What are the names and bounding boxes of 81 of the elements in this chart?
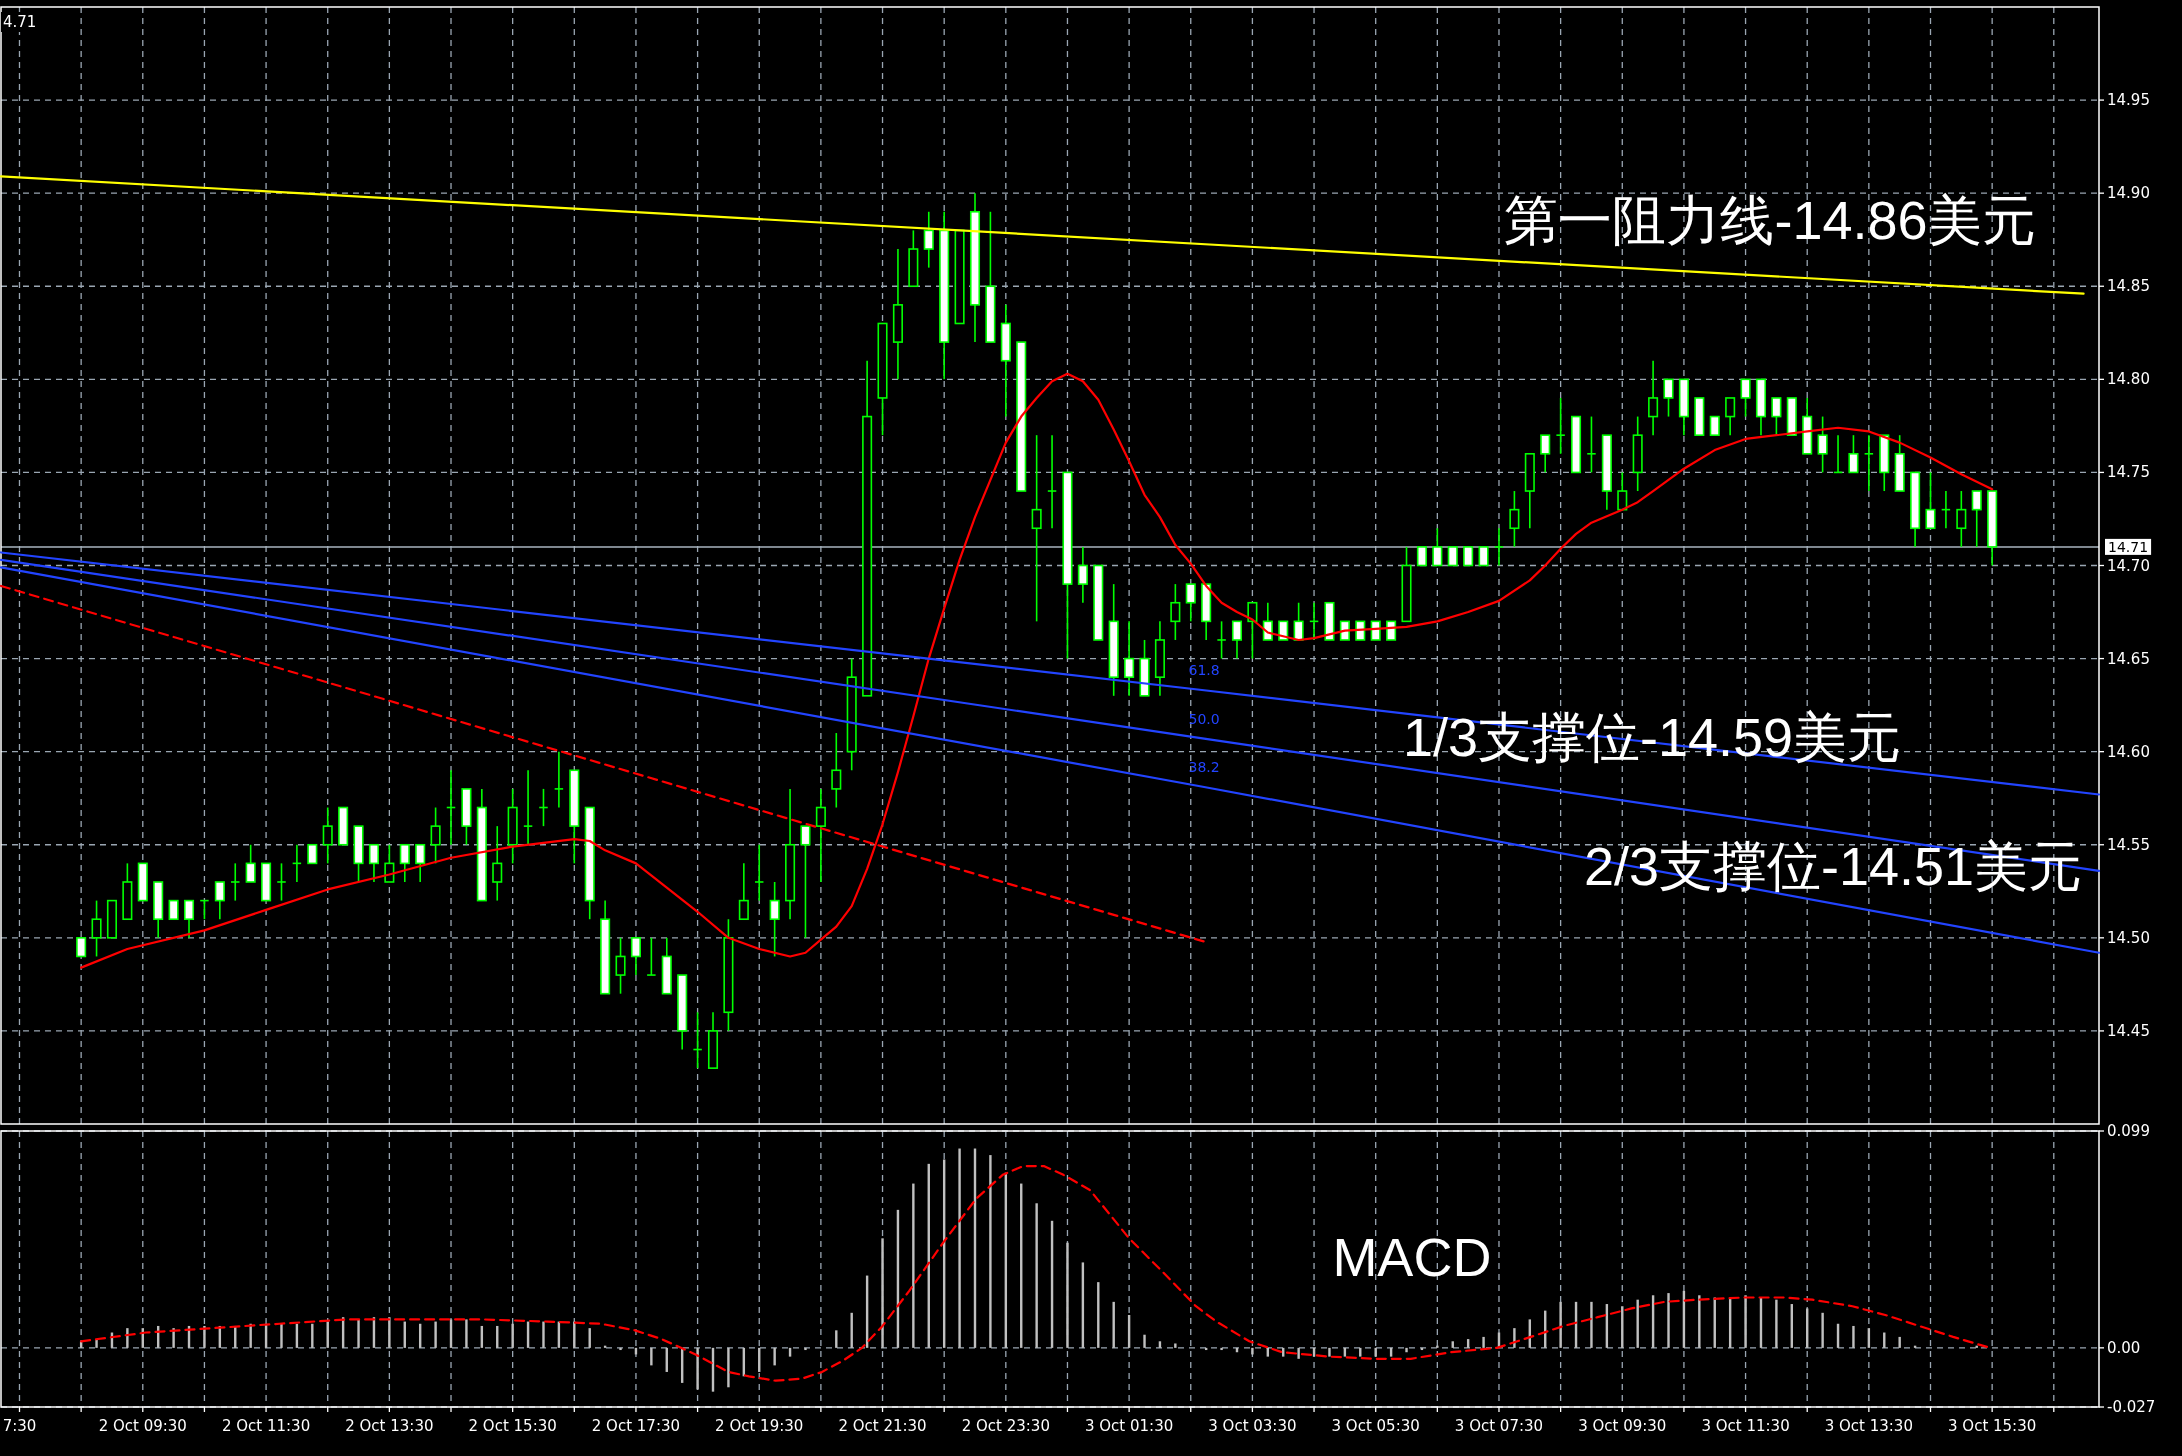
bar [1482,1336,1485,1348]
bar [465,1319,468,1348]
bar [1066,1242,1069,1348]
series-label: 61.8 [1188,662,1220,679]
bar [989,1155,992,1348]
x-tick-label: 3 Oct 01:30 [1084,1417,1174,1435]
x-tick-label: 3 Oct 07:30 [1454,1417,1544,1435]
bar [311,1323,314,1348]
bar [1698,1295,1701,1348]
bar [511,1323,514,1348]
series-label: 50.0 [1188,710,1220,727]
bar [1328,1347,1331,1357]
x-tick-label: 2 Oct 21:30 [838,1417,927,1435]
x-tick-label: 2 Oct 11:30 [221,1417,311,1435]
bar [1143,1334,1146,1348]
bar [1636,1299,1639,1348]
bar [650,1347,653,1366]
bar [249,1323,252,1348]
y-tick-label: 14.65 [2107,649,2150,668]
bar [619,1347,622,1351]
bar [727,1347,730,1388]
bar [1852,1325,1855,1348]
series-label: 38.2 [1188,759,1220,776]
y-tick-label: -0.027 [2107,1398,2156,1416]
y-tick-label: 14.70 [2107,556,2150,575]
y-tick-label: 14.50 [2107,928,2150,947]
y-tick-label: 0.099 [2107,1122,2150,1140]
x-tick-label: 3 Oct 11:30 [1701,1417,1790,1435]
text: MACD [1332,1227,1492,1288]
x-tick-label: 7:30 [2,1417,37,1435]
ref-line-label: 14.71 [2108,538,2149,555]
x-tick-label: 3 Oct 09:30 [1578,1417,1667,1435]
y-tick-label: 14.90 [2107,184,2150,203]
x-tick-label: 2 Oct 17:30 [591,1417,681,1435]
x-tick-label: 3 Oct 13:30 [1824,1417,1913,1435]
bar [1590,1301,1593,1348]
bar [1374,1347,1377,1357]
bar [1775,1299,1778,1348]
bar [1667,1293,1670,1348]
bar [1821,1312,1824,1348]
bar [126,1328,129,1348]
y-tick-label: 14.55 [2107,835,2150,854]
bar [958,1148,961,1348]
bar [881,1238,884,1348]
y-tick-label: 14.75 [2107,463,2150,482]
x-tick-label: 2 Oct 13:30 [345,1417,434,1435]
x-tick-label: 2 Oct 15:30 [468,1417,557,1435]
y-tick-label: 14.85 [2107,277,2150,296]
bar [388,1317,391,1348]
bar [542,1321,545,1348]
bar [1174,1343,1177,1348]
bar [203,1325,206,1348]
bar [1297,1347,1300,1359]
y-tick-label: 14.80 [2107,370,2150,389]
bar [773,1347,776,1366]
bar [434,1321,437,1348]
bar [912,1183,915,1348]
x-tick-label: 2 Oct 09:30 [98,1417,187,1435]
bar [1559,1301,1562,1348]
y-tick-label: 14.45 [2107,1021,2150,1040]
bar [1744,1295,1747,1348]
bar [1035,1203,1038,1348]
bar [357,1319,360,1348]
bar [1436,1345,1439,1348]
y-tick-label: 14.60 [2107,742,2150,761]
y-tick-label: 14.95 [2107,91,2150,110]
x-tick-label: 3 Oct 05:30 [1331,1417,1420,1435]
x-tick-label: 3 Oct 15:30 [1948,1417,2037,1435]
x-tick-label: 3 Oct 03:30 [1208,1417,1297,1435]
bar [804,1347,807,1351]
bar [280,1323,283,1348]
bar [1898,1336,1901,1348]
bar [696,1347,699,1390]
bar [1220,1347,1223,1351]
bar [1251,1347,1254,1355]
x-tick-label: 2 Oct 23:30 [961,1417,1050,1435]
x-tick-label: 2 Oct 19:30 [715,1417,804,1435]
bar [1405,1347,1408,1353]
bar [573,1321,576,1348]
y-tick-label: 0.00 [2107,1338,2141,1357]
annotation: 4.71 [3,13,37,31]
